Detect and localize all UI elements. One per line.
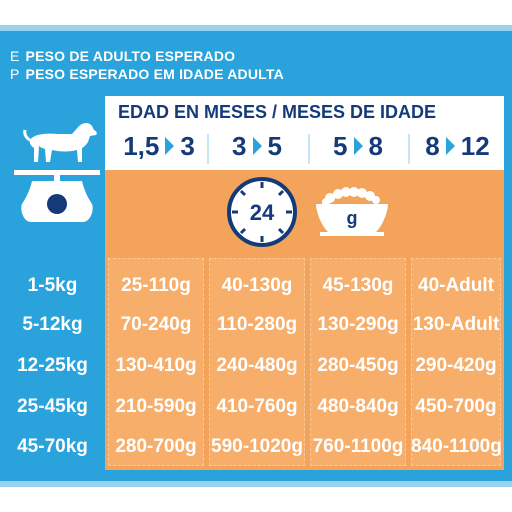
age-from: 5: [333, 130, 348, 161]
header-line-es: E PESO DE ADULTO ESPERADO: [10, 48, 235, 64]
portion-cell: 45-130g: [322, 275, 394, 296]
age-column-1: 1,5 3: [112, 128, 206, 164]
arrow-icon: [353, 137, 363, 155]
bottom-accent-bar: [0, 481, 512, 487]
bowl-unit: g: [347, 208, 358, 228]
weight-label: 12-25kg: [17, 355, 88, 376]
portion-cell: 280-450g: [317, 355, 399, 376]
age-divider: [408, 134, 410, 164]
portion-cell: 840-1100g: [411, 436, 502, 457]
food-bowl-icon: g: [316, 187, 388, 236]
portion-cell: 110-280g: [216, 314, 298, 335]
language-code-pt: P: [10, 66, 20, 82]
age-to: 3: [180, 130, 195, 161]
portion-cell: 290-420g: [415, 355, 497, 376]
clock-value: 24: [250, 200, 275, 225]
portion-column-bg: [310, 258, 406, 466]
portion-cell: 280-700g: [115, 436, 197, 457]
portion-cell: 210-590g: [115, 396, 197, 417]
portion-cell: 130-290g: [317, 314, 399, 335]
age-from: 8: [425, 130, 440, 161]
portion-cell: 40-Adult: [418, 275, 494, 296]
portion-cell: 760-1100g: [312, 436, 404, 457]
portion-cell: 130-410g: [115, 355, 197, 376]
header-text-es: PESO DE ADULTO ESPERADO: [25, 48, 236, 64]
portion-cell: 240-480g: [216, 355, 298, 376]
top-accent-bar: [0, 25, 512, 31]
language-code-es: E: [10, 48, 20, 64]
portion-cell: 450-700g: [415, 396, 497, 417]
arrow-icon: [165, 137, 175, 155]
portion-cell: 130-Adult: [412, 314, 500, 335]
age-header-box: [105, 96, 504, 170]
portion-column-bg: [411, 258, 501, 466]
age-divider: [207, 134, 209, 164]
age-from: 3: [232, 130, 247, 161]
portion-column-bg: [209, 258, 305, 466]
portion-cell: 590-1020g: [211, 436, 303, 457]
portion-cell: 25-110g: [121, 275, 191, 296]
clock-icon: 24: [227, 177, 297, 247]
portion-cell: 70-240g: [120, 314, 192, 335]
portion-cell: 410-760g: [216, 396, 298, 417]
arrow-icon: [445, 137, 455, 155]
weight-label: 25-45kg: [17, 396, 88, 417]
age-column-4: 8 12: [411, 128, 504, 164]
portion-cell: 40-130g: [221, 275, 293, 296]
age-from: 1,5: [123, 130, 160, 161]
portion-cell: 480-840g: [317, 396, 399, 417]
age-header-title: EDAD EN MESES / MESES DE IDADE: [118, 102, 437, 122]
header-line-pt: P PESO ESPERADO EM IDADE ADULTA: [10, 66, 284, 82]
portion-column-bg: [108, 258, 204, 466]
header-text-pt: PESO ESPERADO EM IDADE ADULTA: [25, 66, 284, 82]
age-to: 8: [368, 130, 383, 161]
scale-icon: [14, 170, 100, 222]
weight-label: 5-12kg: [22, 314, 83, 335]
age-to: 12: [460, 130, 490, 161]
weight-label: 1-5kg: [27, 275, 78, 296]
age-to: 5: [267, 130, 282, 161]
dog-icon: [23, 122, 97, 162]
age-divider: [308, 134, 310, 164]
weight-label: 45-70kg: [17, 436, 88, 457]
arrow-icon: [252, 137, 262, 155]
